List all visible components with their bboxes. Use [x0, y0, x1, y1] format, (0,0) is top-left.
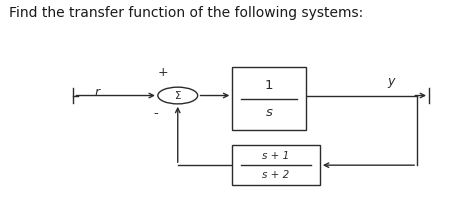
- Text: +: +: [158, 66, 168, 79]
- Text: r: r: [95, 86, 100, 99]
- Text: 1: 1: [265, 79, 273, 92]
- Text: -: -: [153, 107, 158, 120]
- Bar: [232, 145, 320, 185]
- Text: Find the transfer function of the following systems:: Find the transfer function of the follow…: [9, 6, 364, 20]
- Text: s + 1: s + 1: [263, 151, 290, 161]
- Bar: [232, 67, 306, 130]
- Text: s: s: [265, 106, 273, 119]
- Text: y: y: [387, 75, 395, 88]
- Text: s + 2: s + 2: [263, 170, 290, 180]
- Text: $\Sigma$: $\Sigma$: [174, 89, 182, 100]
